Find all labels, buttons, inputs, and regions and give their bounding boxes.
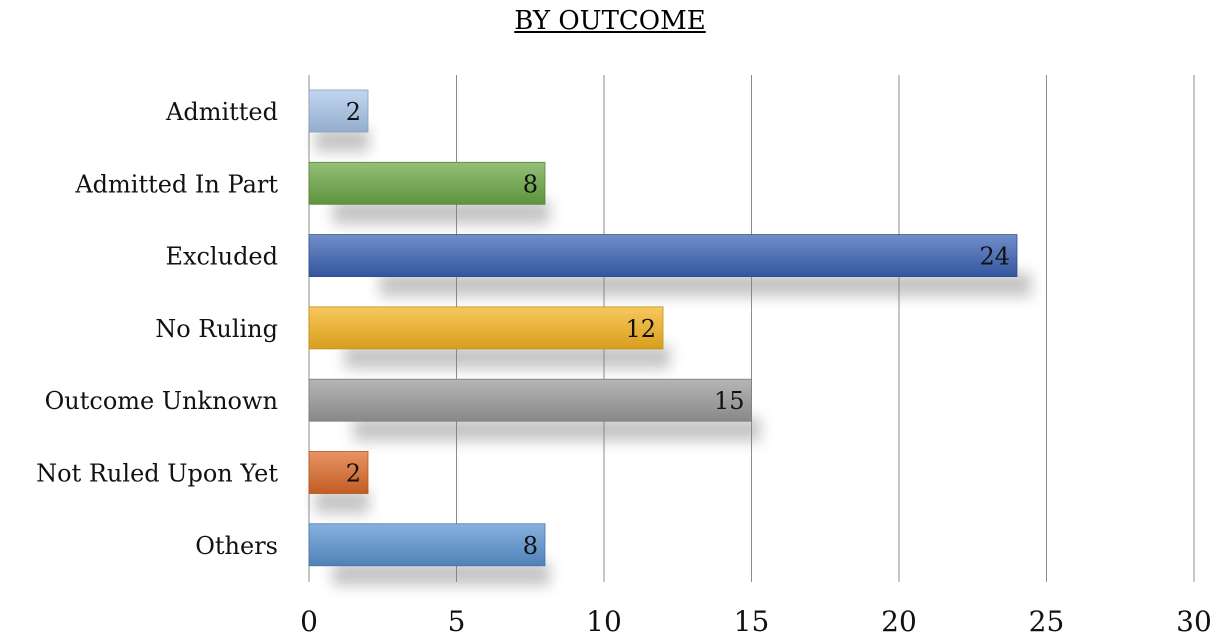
category-label: Others [195, 532, 278, 560]
data-label: 12 [625, 315, 656, 343]
bar [308, 306, 664, 350]
data-label: 8 [523, 170, 538, 198]
bar [308, 234, 1018, 278]
bar [308, 378, 752, 422]
data-label: 15 [714, 387, 745, 415]
data-label: 2 [346, 460, 361, 488]
x-tick-label: 5 [448, 605, 466, 638]
bar [308, 523, 546, 567]
x-tick-label: 0 [300, 605, 318, 638]
data-label: 2 [346, 98, 361, 126]
category-label: Not Ruled Upon Yet [36, 460, 278, 488]
data-label: 24 [979, 243, 1010, 271]
category-label: No Ruling [155, 315, 278, 343]
category-label: Admitted In Part [74, 170, 278, 198]
bar [308, 161, 546, 205]
x-tick-label: 25 [1029, 605, 1065, 638]
chart-title: BY OUTCOME [514, 6, 706, 36]
data-label: 8 [523, 532, 538, 560]
category-label: Admitted [165, 98, 278, 126]
bar [308, 89, 369, 133]
x-tick-label: 10 [586, 605, 622, 638]
category-label: Outcome Unknown [45, 387, 278, 415]
x-tick-label: 20 [881, 605, 917, 638]
bar [308, 451, 369, 494]
x-tick-label: 15 [734, 605, 770, 638]
category-label: Excluded [165, 243, 278, 271]
x-tick-label: 30 [1176, 605, 1212, 638]
